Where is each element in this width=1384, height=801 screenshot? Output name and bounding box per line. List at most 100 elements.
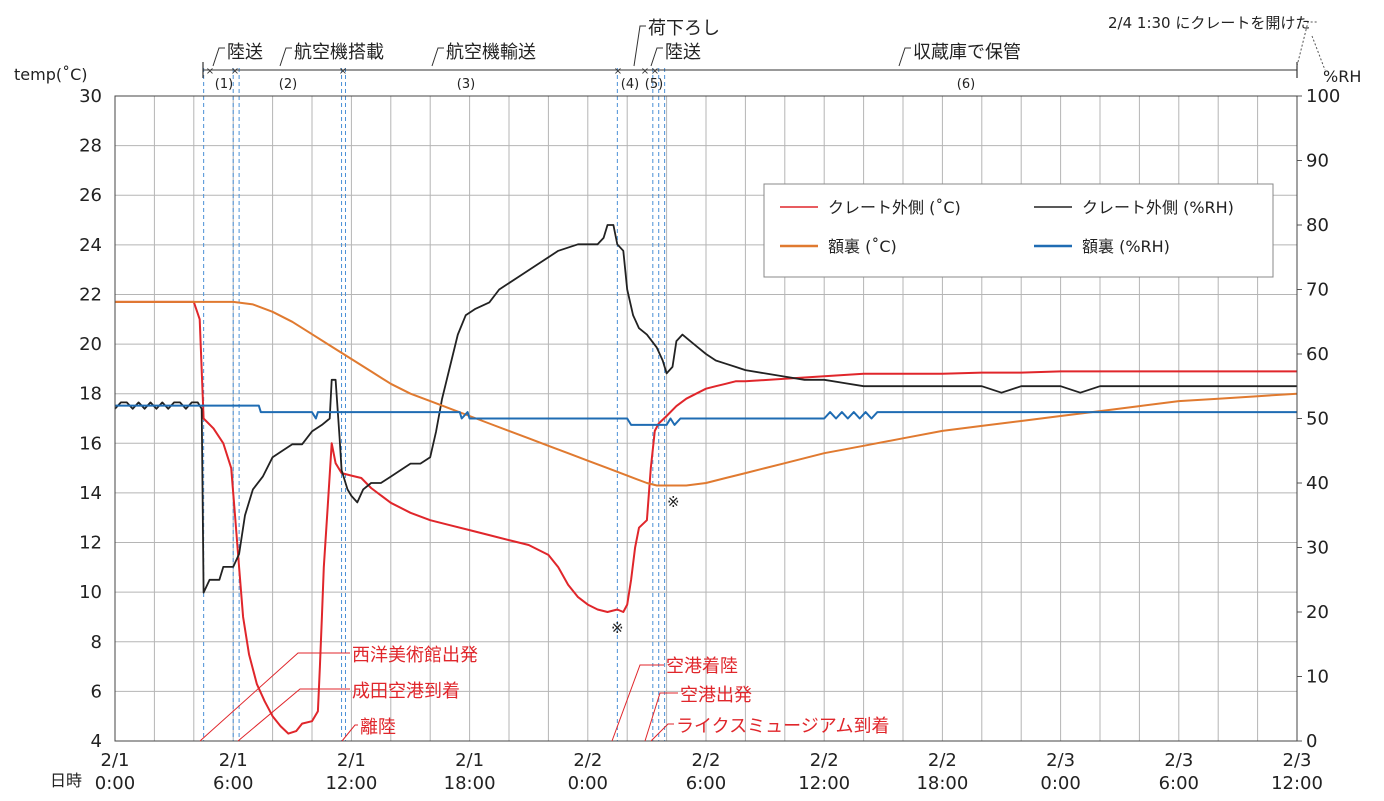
y-left-tick-label: 14 (79, 483, 102, 504)
x-tick-time: 0:00 (568, 773, 608, 794)
phase-label: 陸送 (665, 42, 701, 63)
x-tick-time: 0:00 (1040, 773, 1080, 794)
phase-separator: × (651, 66, 659, 77)
event-leader (644, 692, 678, 742)
y-left-tick-label: 30 (79, 86, 102, 107)
axes: 4 6 8 10 12 14 16 18 20 22 24 26 28 30 0 10 20 30 40 50 60 70… (79, 86, 1340, 794)
phase-leader (650, 47, 663, 67)
y-right-tick-label: 100 (1306, 86, 1340, 107)
x-tick-date: 2/2 (573, 750, 602, 771)
event-leader (237, 688, 350, 742)
event-label: 離陸 (360, 717, 396, 738)
y-right-tick-label: 60 (1306, 344, 1329, 365)
y-right-tick-label: 40 (1306, 473, 1329, 494)
legend-label-frame-rh: 額裏 (%RH) (1082, 237, 1170, 256)
event-label: 西洋美術館出発 (352, 645, 478, 666)
series-line-2 (115, 300, 1298, 487)
event-leader (341, 724, 358, 742)
y-left-tick-label: 18 (79, 384, 102, 405)
legend-box (763, 183, 1274, 278)
phase-number: (6) (957, 77, 975, 92)
y-left-axis-title: temp(˚C) (14, 65, 88, 84)
x-tick-time: 0:00 (95, 773, 135, 794)
y-right-tick-label: 90 (1306, 151, 1329, 172)
phase-separator: × (339, 66, 347, 77)
x-tick-date: 2/1 (219, 750, 248, 771)
phase-label: 荷下ろし (648, 18, 720, 39)
y-left-tick-label: 12 (79, 533, 102, 554)
phase-separator: × (614, 66, 622, 77)
x-tick-time: 6:00 (213, 773, 253, 794)
phase-leader (633, 25, 646, 67)
y-right-tick-label: 0 (1306, 731, 1317, 752)
plot-frame (114, 95, 1298, 742)
x-tick-date: 2/1 (337, 750, 366, 771)
event-label: ライクスミュージアム到着 (676, 716, 889, 737)
y-right-tick-label: 20 (1306, 602, 1329, 623)
note-leader-2 (1311, 35, 1326, 71)
event-vertical-lines (203, 68, 666, 741)
event-label: 成田空港到着 (352, 681, 460, 702)
phase-leader (279, 47, 292, 67)
phase-leader (898, 47, 911, 67)
y-right-tick-label: 70 (1306, 280, 1329, 301)
x-tick-date: 2/3 (1046, 750, 1075, 771)
event-label: 空港着陸 (666, 656, 738, 677)
y-right-tick-label: 30 (1306, 538, 1329, 559)
marker-note-1: ※ (667, 493, 680, 511)
note-leader (1296, 21, 1318, 67)
y-left-tick-label: 26 (79, 185, 102, 206)
legend: クレート外側 (˚C) クレート外側 (%RH) 額裏 (˚C) 額裏 (%RH… (763, 183, 1274, 278)
x-tick-time: 12:00 (1271, 773, 1323, 794)
x-axis-title: 日時 (50, 771, 82, 790)
series-line-1 (114, 224, 1297, 594)
x-tick-time: 18:00 (444, 773, 496, 794)
x-tick-date: 2/2 (692, 750, 721, 771)
phase-label: 陸送 (227, 42, 263, 63)
legend-label-frame-temp: 額裏 (˚C) (828, 237, 897, 256)
x-tick-time: 6:00 (1159, 773, 1199, 794)
phase-separator: × (641, 66, 649, 77)
phase-separator: × (231, 66, 239, 77)
legend-label-outer-rh: クレート外側 (%RH) (1082, 198, 1234, 217)
top-note: 2/4 1:30 にクレートを開けた (1108, 14, 1310, 32)
phase-leader (431, 47, 444, 67)
x-tick-time: 12:00 (798, 773, 850, 794)
x-tick-date: 2/1 (101, 750, 130, 771)
phase-number: (2) (279, 77, 297, 92)
series-line-3 (115, 404, 1297, 426)
phase-separator: × (206, 66, 214, 77)
y-left-tick-label: 4 (91, 731, 102, 752)
transport-phase-bar: × × × × × ×陸送(1)航空機搭載(2)航空機輸送(3)荷下ろし(4)陸送(5)収… (202, 18, 1326, 92)
event-label: 空港出発 (680, 685, 752, 706)
phase-leader (212, 47, 225, 67)
y-left-tick-label: 8 (91, 632, 102, 653)
y-right-tick-label: 80 (1306, 215, 1329, 236)
phase-number: (5) (645, 77, 663, 92)
legend-label-outer-temp: クレート外側 (˚C) (828, 198, 961, 217)
data-series (114, 224, 1298, 735)
y-left-tick-label: 20 (79, 334, 102, 355)
x-tick-time: 12:00 (325, 773, 377, 794)
y-left-tick-label: 28 (79, 136, 102, 157)
phase-number: (3) (457, 77, 475, 92)
y-left-tick-label: 24 (79, 235, 102, 256)
x-tick-date: 2/3 (1164, 750, 1193, 771)
y-left-tick-label: 22 (79, 284, 102, 305)
phase-number: (1) (215, 77, 233, 92)
y-right-tick-label: 50 (1306, 409, 1329, 430)
y-right-tick-label: 10 (1306, 667, 1329, 688)
event-leader (611, 664, 664, 742)
y-left-tick-label: 10 (79, 582, 102, 603)
x-tick-date: 2/1 (455, 750, 484, 771)
x-tick-date: 2/2 (810, 750, 839, 771)
y-left-tick-label: 16 (79, 433, 102, 454)
phase-label: 航空機輸送 (446, 42, 536, 63)
x-tick-date: 2/2 (928, 750, 957, 771)
phase-label: 収蔵庫で保管 (913, 42, 1021, 63)
phase-number: (4) (621, 77, 639, 92)
x-tick-time: 6:00 (686, 773, 726, 794)
event-leader (199, 652, 350, 742)
